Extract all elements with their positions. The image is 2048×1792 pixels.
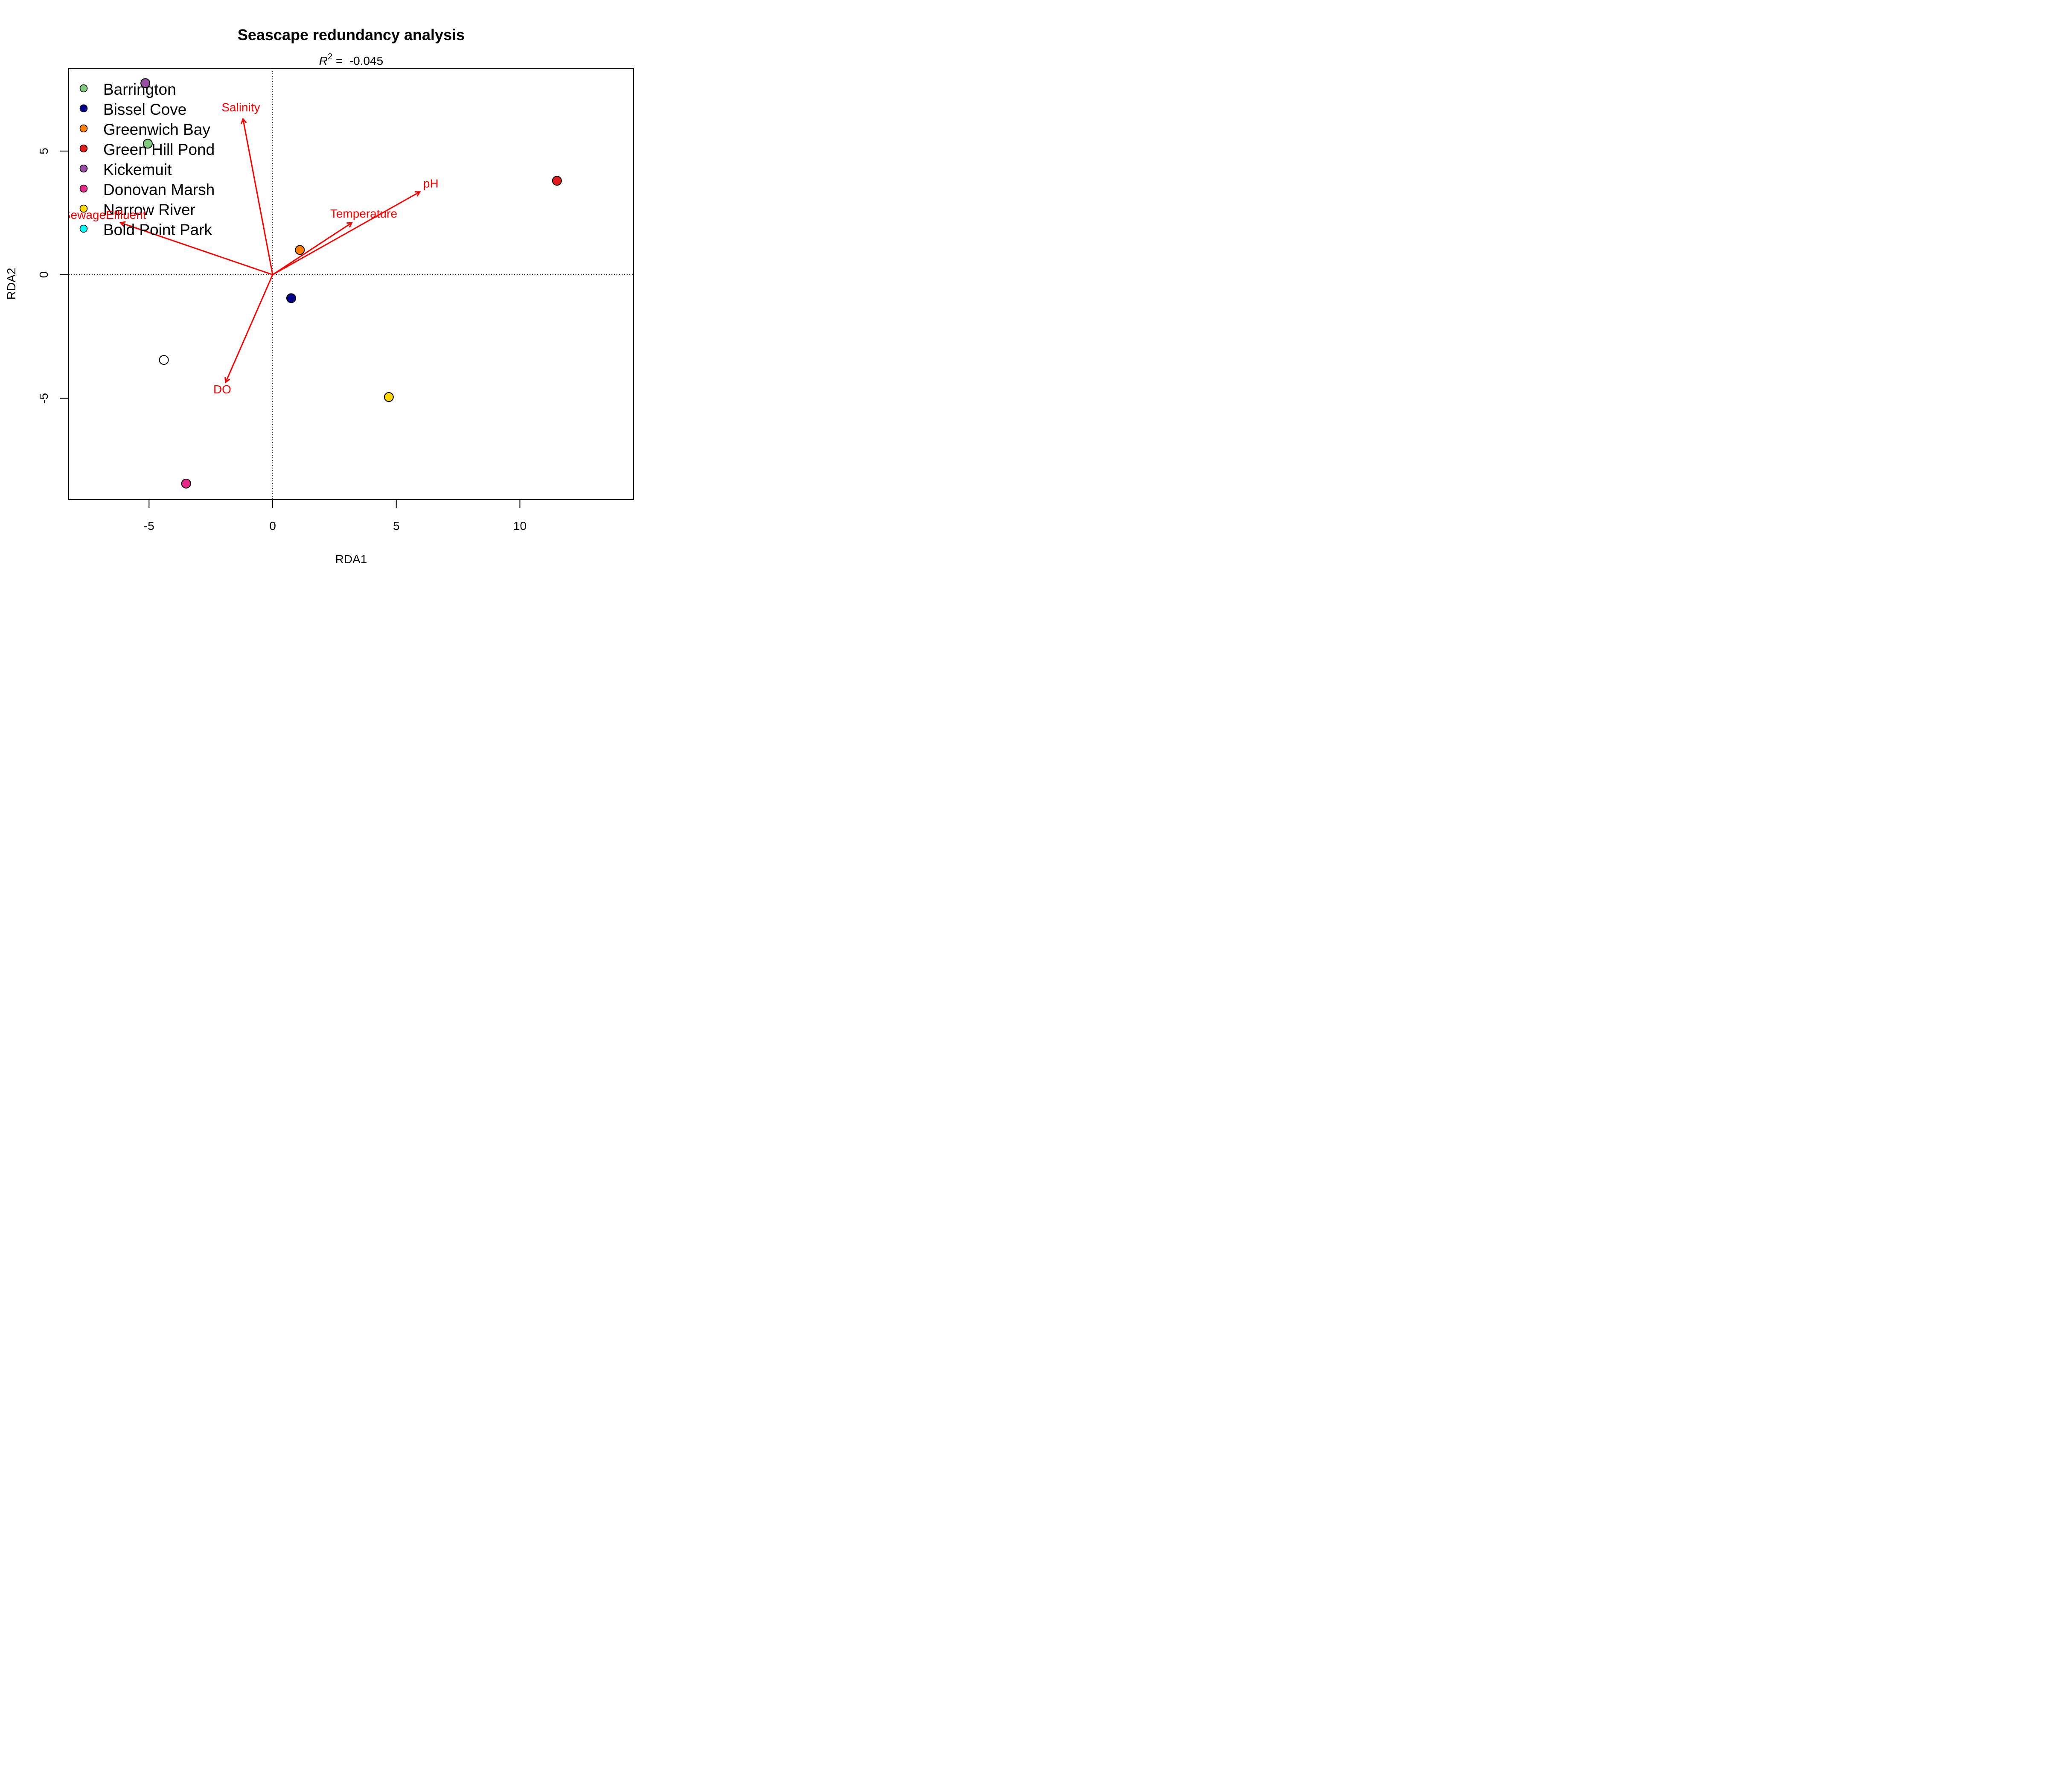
site-point: [295, 245, 305, 255]
site-point: [140, 78, 151, 88]
arrow-label-salinity: Salinity: [221, 101, 260, 114]
legend-marker: [79, 84, 88, 93]
arrow-salinity: [242, 119, 273, 275]
arrow-label-do: DO: [213, 383, 231, 396]
reference-lines: [69, 68, 634, 500]
arrow-do: [225, 274, 273, 383]
legend-label: Narrow River: [103, 201, 195, 218]
r-squared-symbol: R: [319, 54, 328, 67]
y-tick-label: -5: [37, 393, 50, 404]
legend-marker: [79, 204, 88, 213]
arrow-label-temperature: Temperature: [330, 207, 397, 220]
y-axis-label: RDA2: [5, 268, 18, 300]
legend: Barrington Bissel Cove Greenwich Bay Green …: [79, 81, 215, 239]
legend-marker: [79, 164, 88, 173]
site-point: [552, 176, 562, 186]
site-point: [159, 355, 169, 365]
legend-label: Bissel Cove: [103, 101, 186, 118]
arrowhead-sewageeffluent: [119, 221, 126, 227]
arrow-temperature: [272, 222, 352, 276]
y-tick-label: 0: [37, 271, 50, 278]
site-point: [143, 139, 153, 149]
legend-label: Greenwich Bay: [103, 121, 210, 138]
legend-label: Barrington: [103, 81, 176, 98]
legend-marker: [79, 124, 88, 133]
site-point: [286, 293, 296, 303]
legend-marker: [79, 144, 88, 153]
arrowhead-temperature: [346, 222, 353, 228]
legend-label: Green Hill Pond: [103, 141, 215, 158]
legend-label: Donovan Marsh: [103, 181, 215, 198]
arrow-label-sewageeffluent: SewageEffluent: [63, 208, 146, 221]
x-tick-label: -5: [144, 519, 154, 532]
site-point: [181, 478, 191, 489]
arrowhead-salinity: [241, 117, 247, 124]
biplot-arrows: [119, 117, 421, 384]
x-tick-label: 5: [393, 519, 400, 532]
legend-marker: [79, 224, 88, 233]
arrowhead-do: [224, 377, 230, 384]
r-squared-superscript: 2: [328, 52, 332, 61]
x-tick-label: 0: [269, 519, 276, 532]
r-squared-subtitle: R2 = -0.045: [319, 52, 383, 67]
arrowhead-ph: [414, 191, 421, 197]
x-tick-label: 10: [513, 519, 527, 532]
legend-label: Bold Point Park: [103, 221, 212, 239]
x-axis: -5 0 5 10: [144, 499, 527, 532]
y-axis: -5 0 5: [37, 148, 69, 404]
arrow-sewageeffluent: [120, 222, 273, 276]
legend-marker: [79, 104, 88, 113]
arrow-ph: [272, 191, 420, 276]
site-points: [140, 78, 562, 489]
x-axis-label: RDA1: [335, 553, 367, 566]
r-squared-value: = -0.045: [332, 54, 383, 67]
y-tick-label: 5: [37, 148, 50, 154]
rda-biplot: Seascape redundancy analysis R2 = -0.045…: [5, 26, 634, 566]
legend-label: Kickemuit: [103, 161, 172, 178]
legend-marker: [79, 184, 88, 193]
arrow-label-ph: pH: [423, 177, 439, 190]
chart-title: Seascape redundancy analysis: [238, 26, 465, 44]
site-point: [384, 392, 394, 402]
biplot-arrow-labels: Salinity pH Temperature SewageEffluent DO: [63, 101, 439, 396]
